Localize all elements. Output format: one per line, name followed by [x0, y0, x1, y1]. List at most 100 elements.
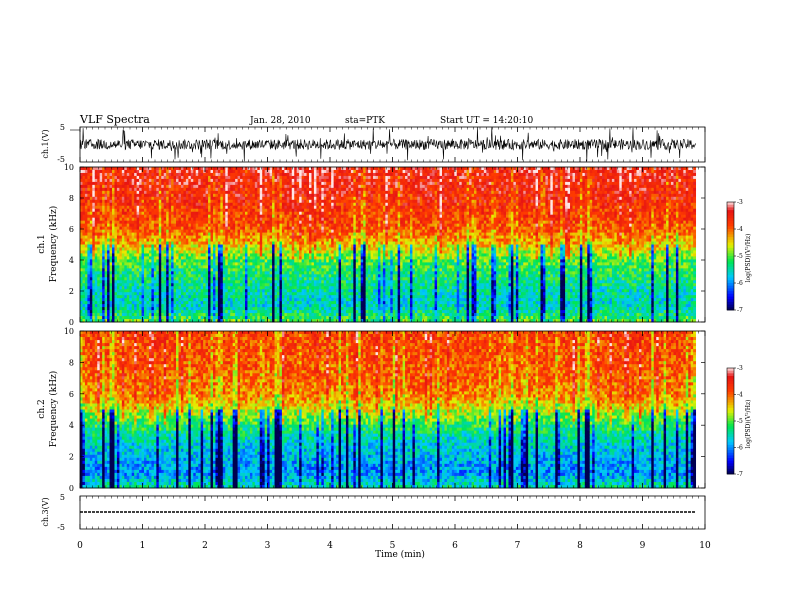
time-axis: 0 1 2 3 4 5 6 7 8 9 10: [77, 127, 711, 551]
colorbar-tick-label: -5: [737, 418, 743, 425]
colorbar-swatch: [727, 212, 734, 216]
colorbar-swatch: [727, 258, 734, 262]
colorbar-swatch: [727, 402, 734, 406]
freq-tick-label: 6: [69, 225, 74, 234]
ch3-ytick-top: 5: [60, 493, 65, 502]
time-tick-label: 10: [699, 541, 711, 551]
colorbar-swatch: [727, 466, 734, 470]
colorbar-swatch: [727, 423, 734, 427]
ch1-colorbar-label: log(PSD)(V²/Hz): [745, 234, 752, 283]
ch3-ytick-bottom: -5: [57, 523, 65, 532]
colorbar-swatch: [727, 463, 734, 467]
colorbar-swatch: [727, 444, 734, 448]
colorbar-swatch: [727, 231, 734, 235]
colorbar-swatch: [727, 407, 734, 411]
time-tick-label: 0: [77, 541, 83, 551]
colorbar-swatch: [727, 439, 734, 443]
colorbar-swatch: [727, 242, 734, 246]
colorbar-swatch: [727, 413, 734, 417]
freq-tick-label: 2: [69, 287, 74, 296]
colorbar-swatch: [727, 468, 734, 472]
colorbar-swatch: [727, 442, 734, 446]
ch1-ytick-top: 5: [60, 123, 65, 132]
colorbar-swatch: [727, 239, 734, 243]
colorbar-swatch: [727, 253, 734, 257]
colorbar-swatch: [727, 458, 734, 462]
colorbar-swatch: [727, 207, 734, 211]
time-tick-label: 5: [390, 541, 396, 551]
freq-tick-label: 4: [69, 256, 74, 265]
colorbar-tick-label: -6: [737, 445, 743, 452]
colorbar-swatch: [727, 405, 734, 409]
date-label: Jan. 28, 2010: [249, 116, 311, 126]
time-axis-label: Time (min): [375, 549, 425, 560]
colorbar-swatch: [727, 223, 734, 227]
colorbar-swatch: [727, 220, 734, 224]
colorbar-swatch: [727, 391, 734, 395]
time-tick-label: 2: [202, 541, 208, 551]
colorbar-swatch: [727, 450, 734, 454]
colorbar-swatch: [727, 245, 734, 249]
time-tick-label: 3: [265, 541, 271, 551]
colorbar-swatch: [727, 226, 734, 230]
colorbar-swatch: [727, 301, 734, 305]
colorbar-swatch: [727, 291, 734, 295]
colorbar-swatch: [727, 264, 734, 268]
station-label: sta=PTK: [345, 116, 385, 126]
colorbar-swatch: [727, 381, 734, 385]
colorbar-swatch: [727, 204, 734, 208]
colorbar-swatch: [727, 383, 734, 387]
colorbar-swatch: [727, 399, 734, 403]
colorbar-swatch: [727, 389, 734, 393]
colorbar-swatch: [727, 250, 734, 254]
ch2-colorbar: -3 -4 -5 -6 -7: [726, 365, 743, 478]
ch1-spectrogram-image: [80, 167, 697, 323]
colorbar-swatch: [727, 368, 734, 372]
colorbar-swatch: [727, 266, 734, 270]
colorbar-swatch: [727, 293, 734, 297]
freq-tick-label: 2: [69, 453, 74, 462]
colorbar-tick-label: -4: [737, 226, 743, 233]
colorbar-swatch: [727, 375, 734, 379]
colorbar-swatch: [727, 415, 734, 419]
colorbar-swatch: [727, 373, 734, 377]
ch1-ytick-bottom: -5: [57, 155, 65, 164]
colorbar-tick-label: -5: [737, 253, 743, 260]
colorbar-tick-label: -6: [737, 280, 743, 287]
colorbar-swatch: [727, 304, 734, 308]
colorbar-swatch: [727, 299, 734, 303]
time-tick-label: 1: [140, 541, 146, 551]
colorbar-swatch: [727, 269, 734, 273]
ch1-spectrogram-ylabel-frequency: Frequency (kHz): [48, 206, 59, 283]
freq-tick-label: 10: [64, 163, 74, 172]
colorbar-swatch: [727, 386, 734, 390]
colorbar-swatch: [727, 418, 734, 422]
colorbar-tick-label: -3: [737, 365, 743, 372]
colorbar-swatch: [727, 274, 734, 278]
time-tick-label: 8: [577, 541, 583, 551]
colorbar-swatch: [727, 428, 734, 432]
colorbar-swatch: [727, 261, 734, 265]
colorbar-swatch: [727, 431, 734, 435]
colorbar-swatch: [727, 280, 734, 284]
colorbar-swatch: [727, 436, 734, 440]
colorbar-tick-label: -7: [737, 307, 743, 314]
ch2-colorbar-label: log(PSD)(V²/Hz): [745, 400, 752, 449]
colorbar-swatch: [727, 288, 734, 292]
freq-tick-label: 8: [69, 194, 74, 203]
ch1-waveform-ylabel: ch.1(V): [41, 129, 50, 158]
freq-tick-label: 6: [69, 390, 74, 399]
colorbar-swatch: [727, 426, 734, 430]
colorbar-swatch: [727, 410, 734, 414]
colorbar-swatch: [727, 210, 734, 214]
colorbar-tick-label: -7: [737, 471, 743, 478]
colorbar-swatch: [727, 202, 734, 206]
colorbar-swatch: [727, 237, 734, 241]
ch1-spectrogram-ylabel-channel: ch.1: [37, 234, 47, 253]
colorbar-swatch: [727, 272, 734, 276]
time-tick-label: 9: [640, 541, 646, 551]
colorbar-swatch: [727, 471, 734, 475]
